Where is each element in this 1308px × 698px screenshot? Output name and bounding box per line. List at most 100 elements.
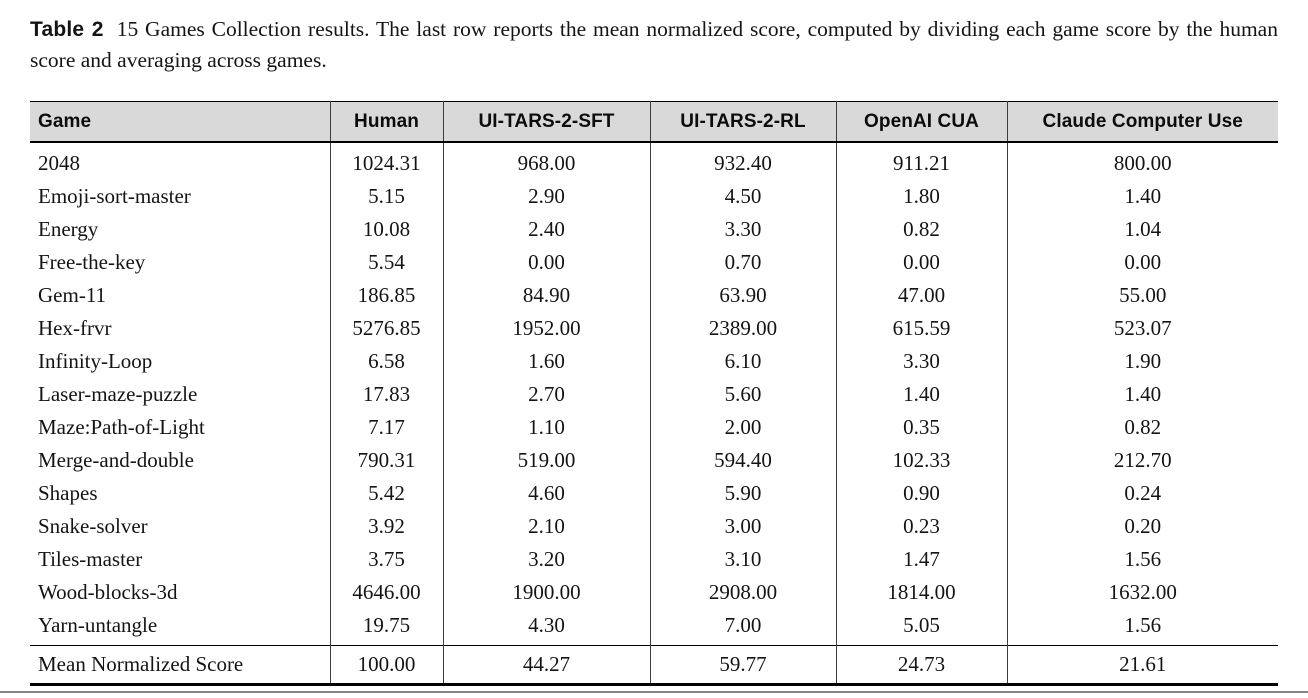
table-row: Yarn-untangle 19.75 4.30 7.00 5.05 1.56 [30, 609, 1278, 646]
score-cell: 2.10 [442, 510, 650, 543]
table-row: Wood-blocks-3d 4646.00 1900.00 2908.00 1814.… [30, 576, 1278, 609]
score-cell: 2389.00 [649, 312, 836, 345]
score-cell: 3.30 [835, 345, 1007, 378]
game-name-cell: 2048 [38, 151, 80, 175]
score-cell: 2.40 [442, 213, 650, 246]
score-cell: 3.00 [649, 510, 836, 543]
table-row: Tiles-master 3.75 3.20 3.10 1.47 1.56 [30, 543, 1278, 576]
score-cell: 3.10 [649, 543, 836, 576]
column-header-ui-tars-2-rl: UI-TARS-2-RL [649, 101, 836, 143]
score-cell: 1.40 [835, 378, 1007, 411]
table-row: Merge-and-double 790.31 519.00 594.40 102.33… [30, 444, 1278, 477]
score-cell: 4.50 [649, 180, 836, 213]
caption-text: 15 Games Collection results. The last ro… [30, 17, 1278, 72]
score-cell: 1632.00 [1006, 576, 1278, 609]
score-cell: 2.90 [442, 180, 650, 213]
results-table: Game Human UI-TARS-2-SFT UI-TARS-2-RL Op… [30, 101, 1278, 686]
mean-score-cell: 59.77 [649, 645, 836, 685]
score-cell: 0.00 [1006, 246, 1278, 279]
score-cell: 5276.85 [329, 312, 443, 345]
score-cell: 0.20 [1006, 510, 1278, 543]
score-cell: 4646.00 [329, 576, 443, 609]
score-cell: 0.24 [1006, 477, 1278, 510]
score-cell: 1.90 [1006, 345, 1278, 378]
mean-score-cell: 44.27 [442, 645, 650, 685]
table-caption: Table 2 15 Games Collection results. The … [30, 14, 1278, 75]
table-row: Snake-solver 3.92 2.10 3.00 0.23 0.20 [30, 510, 1278, 543]
score-cell: 0.82 [1006, 411, 1278, 444]
score-cell: 790.31 [329, 444, 443, 477]
column-header-ui-tars-2-sft: UI-TARS-2-SFT [442, 101, 650, 143]
score-cell: 4.60 [442, 477, 650, 510]
score-cell: 5.05 [835, 609, 1007, 646]
score-cell: 932.40 [649, 142, 836, 180]
mean-score-cell: 100.00 [329, 645, 443, 685]
score-cell: 4.30 [442, 609, 650, 646]
score-cell: 1952.00 [442, 312, 650, 345]
game-name-cell: Snake-solver [38, 514, 148, 538]
score-cell: 5.54 [329, 246, 443, 279]
game-name-cell: Maze:Path-of-Light [38, 415, 205, 439]
score-cell: 0.35 [835, 411, 1007, 444]
score-cell: 5.42 [329, 477, 443, 510]
game-name-cell: Yarn-untangle [38, 613, 158, 637]
score-cell: 1.56 [1006, 609, 1278, 646]
score-cell: 47.00 [835, 279, 1007, 312]
game-name-cell: Free-the-key [38, 250, 146, 274]
score-cell: 7.17 [329, 411, 443, 444]
score-cell: 5.90 [649, 477, 836, 510]
score-cell: 0.70 [649, 246, 836, 279]
table-row: Energy 10.08 2.40 3.30 0.82 1.04 [30, 213, 1278, 246]
game-name-cell: Merge-and-double [38, 448, 194, 472]
score-cell: 911.21 [835, 142, 1007, 180]
score-cell: 523.07 [1006, 312, 1278, 345]
score-cell: 615.59 [835, 312, 1007, 345]
score-cell: 0.82 [835, 213, 1007, 246]
table-header: Game Human UI-TARS-2-SFT UI-TARS-2-RL Op… [30, 101, 1278, 143]
score-cell: 1.40 [1006, 180, 1278, 213]
column-header-game: Game [30, 101, 330, 143]
score-cell: 968.00 [442, 142, 650, 180]
score-cell: 1.56 [1006, 543, 1278, 576]
score-cell: 0.00 [442, 246, 650, 279]
table-row: Gem-11 186.85 84.90 63.90 47.00 55.00 [30, 279, 1278, 312]
score-cell: 84.90 [442, 279, 650, 312]
table-row: 2048 1024.31 968.00 932.40 911.21 800.00 [30, 142, 1278, 180]
game-name-cell: Tiles-master [38, 547, 143, 571]
table-row: Free-the-key 5.54 0.00 0.70 0.00 0.00 [30, 246, 1278, 279]
table-row: Maze:Path-of-Light 7.17 1.10 2.00 0.35 0.82 [30, 411, 1278, 444]
column-header-human: Human [329, 101, 443, 143]
game-name-cell: Hex-frvr [38, 316, 112, 340]
score-cell: 10.08 [329, 213, 443, 246]
column-header-openai-cua: OpenAI CUA [835, 101, 1007, 143]
table-row: Hex-frvr 5276.85 1952.00 2389.00 615.59 523.0… [30, 312, 1278, 345]
score-cell: 5.60 [649, 378, 836, 411]
score-cell: 1814.00 [835, 576, 1007, 609]
table-row: Emoji-sort-master 5.15 2.90 4.50 1.80 1.40 [30, 180, 1278, 213]
score-cell: 0.00 [835, 246, 1007, 279]
score-cell: 19.75 [329, 609, 443, 646]
table-row: Infinity-Loop 6.58 1.60 6.10 3.30 1.90 [30, 345, 1278, 378]
mean-normalized-score-row: Mean Normalized Score 100.00 44.27 59.77… [30, 645, 1278, 685]
score-cell: 0.23 [835, 510, 1007, 543]
table-row: Shapes 5.42 4.60 5.90 0.90 0.24 [30, 477, 1278, 510]
mean-score-cell: 21.61 [1006, 645, 1278, 685]
game-name-cell: Shapes [38, 481, 98, 505]
score-cell: 212.70 [1006, 444, 1278, 477]
mean-score-cell: 24.73 [835, 645, 1007, 685]
caption-label: Table 2 [30, 18, 104, 41]
game-name-cell: Wood-blocks-3d [38, 580, 178, 604]
score-cell: 519.00 [442, 444, 650, 477]
score-cell: 1.80 [835, 180, 1007, 213]
score-cell: 3.20 [442, 543, 650, 576]
score-cell: 55.00 [1006, 279, 1278, 312]
table-body: 2048 1024.31 968.00 932.40 911.21 800.00 Emoji… [30, 142, 1278, 646]
mean-label-cell: Mean Normalized Score [30, 645, 330, 685]
game-name-cell: Energy [38, 217, 99, 241]
score-cell: 1.04 [1006, 213, 1278, 246]
score-cell: 17.83 [329, 378, 443, 411]
score-cell: 800.00 [1006, 142, 1278, 180]
score-cell: 3.75 [329, 543, 443, 576]
score-cell: 2908.00 [649, 576, 836, 609]
score-cell: 7.00 [649, 609, 836, 646]
